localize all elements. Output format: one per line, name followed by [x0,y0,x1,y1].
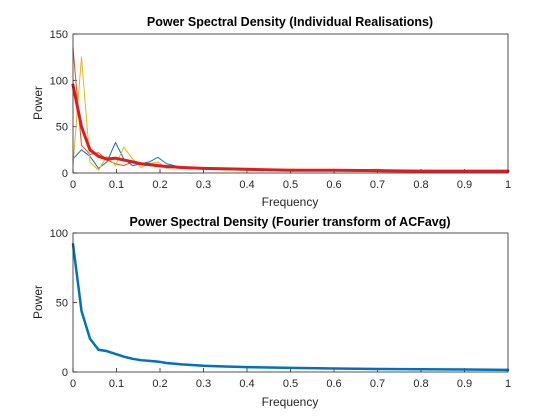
y-tick-label: 0 [62,168,68,180]
x-tick-label: 1 [505,179,511,191]
x-tick-label: 0 [70,179,76,191]
series-line-4 [71,83,510,173]
axes-box [72,232,509,373]
y-tick-label: 100 [50,75,68,87]
x-tick-label: 0 [70,378,76,390]
y-axis-label: Power [31,285,45,319]
y-ticks: 0 50 100 [50,228,77,379]
axes-individual-realisations: Power Spectral Density (Individual Reali… [31,15,511,209]
y-tick-label: 50 [56,122,68,134]
x-tick-label: 0.3 [196,179,211,191]
chart-title: Power Spectral Density (Individual Reali… [147,15,433,29]
plot-area [73,34,508,173]
series-lines [71,47,510,173]
y-tick-label: 0 [62,367,68,379]
x-tick-label: 1 [505,378,511,390]
y-tick-label: 100 [50,228,68,240]
y-axis-label: Power [31,86,45,120]
y-tick-label: 50 [56,298,68,310]
chart-title: Power Spectral Density (Fourier transfor… [129,215,450,229]
x-tick-label: 0.6 [326,179,341,191]
x-tick-label: 0.6 [326,378,341,390]
x-axis-label: Frequency [262,195,319,209]
x-tick-label: 0.4 [239,378,254,390]
axes-acf-fourier: Power Spectral Density (Fourier transfor… [31,215,511,409]
x-tick-label: 0.3 [196,378,211,390]
plot-area [73,233,508,372]
x-tick-label: 0.1 [109,378,124,390]
y-ticks: 0 50 100 150 [50,29,77,180]
x-tick-label: 0.2 [152,179,167,191]
series-lines [71,242,510,372]
x-tick-label: 0.1 [109,179,124,191]
x-tick-label: 0.8 [413,179,428,191]
x-tick-label: 0.9 [457,378,472,390]
x-tick-label: 0.7 [370,179,385,191]
x-tick-label: 0.5 [283,378,298,390]
axes-box [72,33,509,174]
x-tick-label: 0.2 [152,378,167,390]
x-tick-label: 0.5 [283,179,298,191]
x-tick-label: 0.8 [413,378,428,390]
x-tick-label: 0.4 [239,179,254,191]
series-line-1 [71,242,510,372]
x-axis-label: Frequency [262,395,319,409]
x-tick-label: 0.7 [370,378,385,390]
x-tick-label: 0.9 [457,179,472,191]
y-tick-label: 150 [50,29,68,41]
x-ticks: 0 0.1 0.2 0.3 0.4 0.5 0.6 0.7 0.8 0.9 1 [70,368,511,390]
